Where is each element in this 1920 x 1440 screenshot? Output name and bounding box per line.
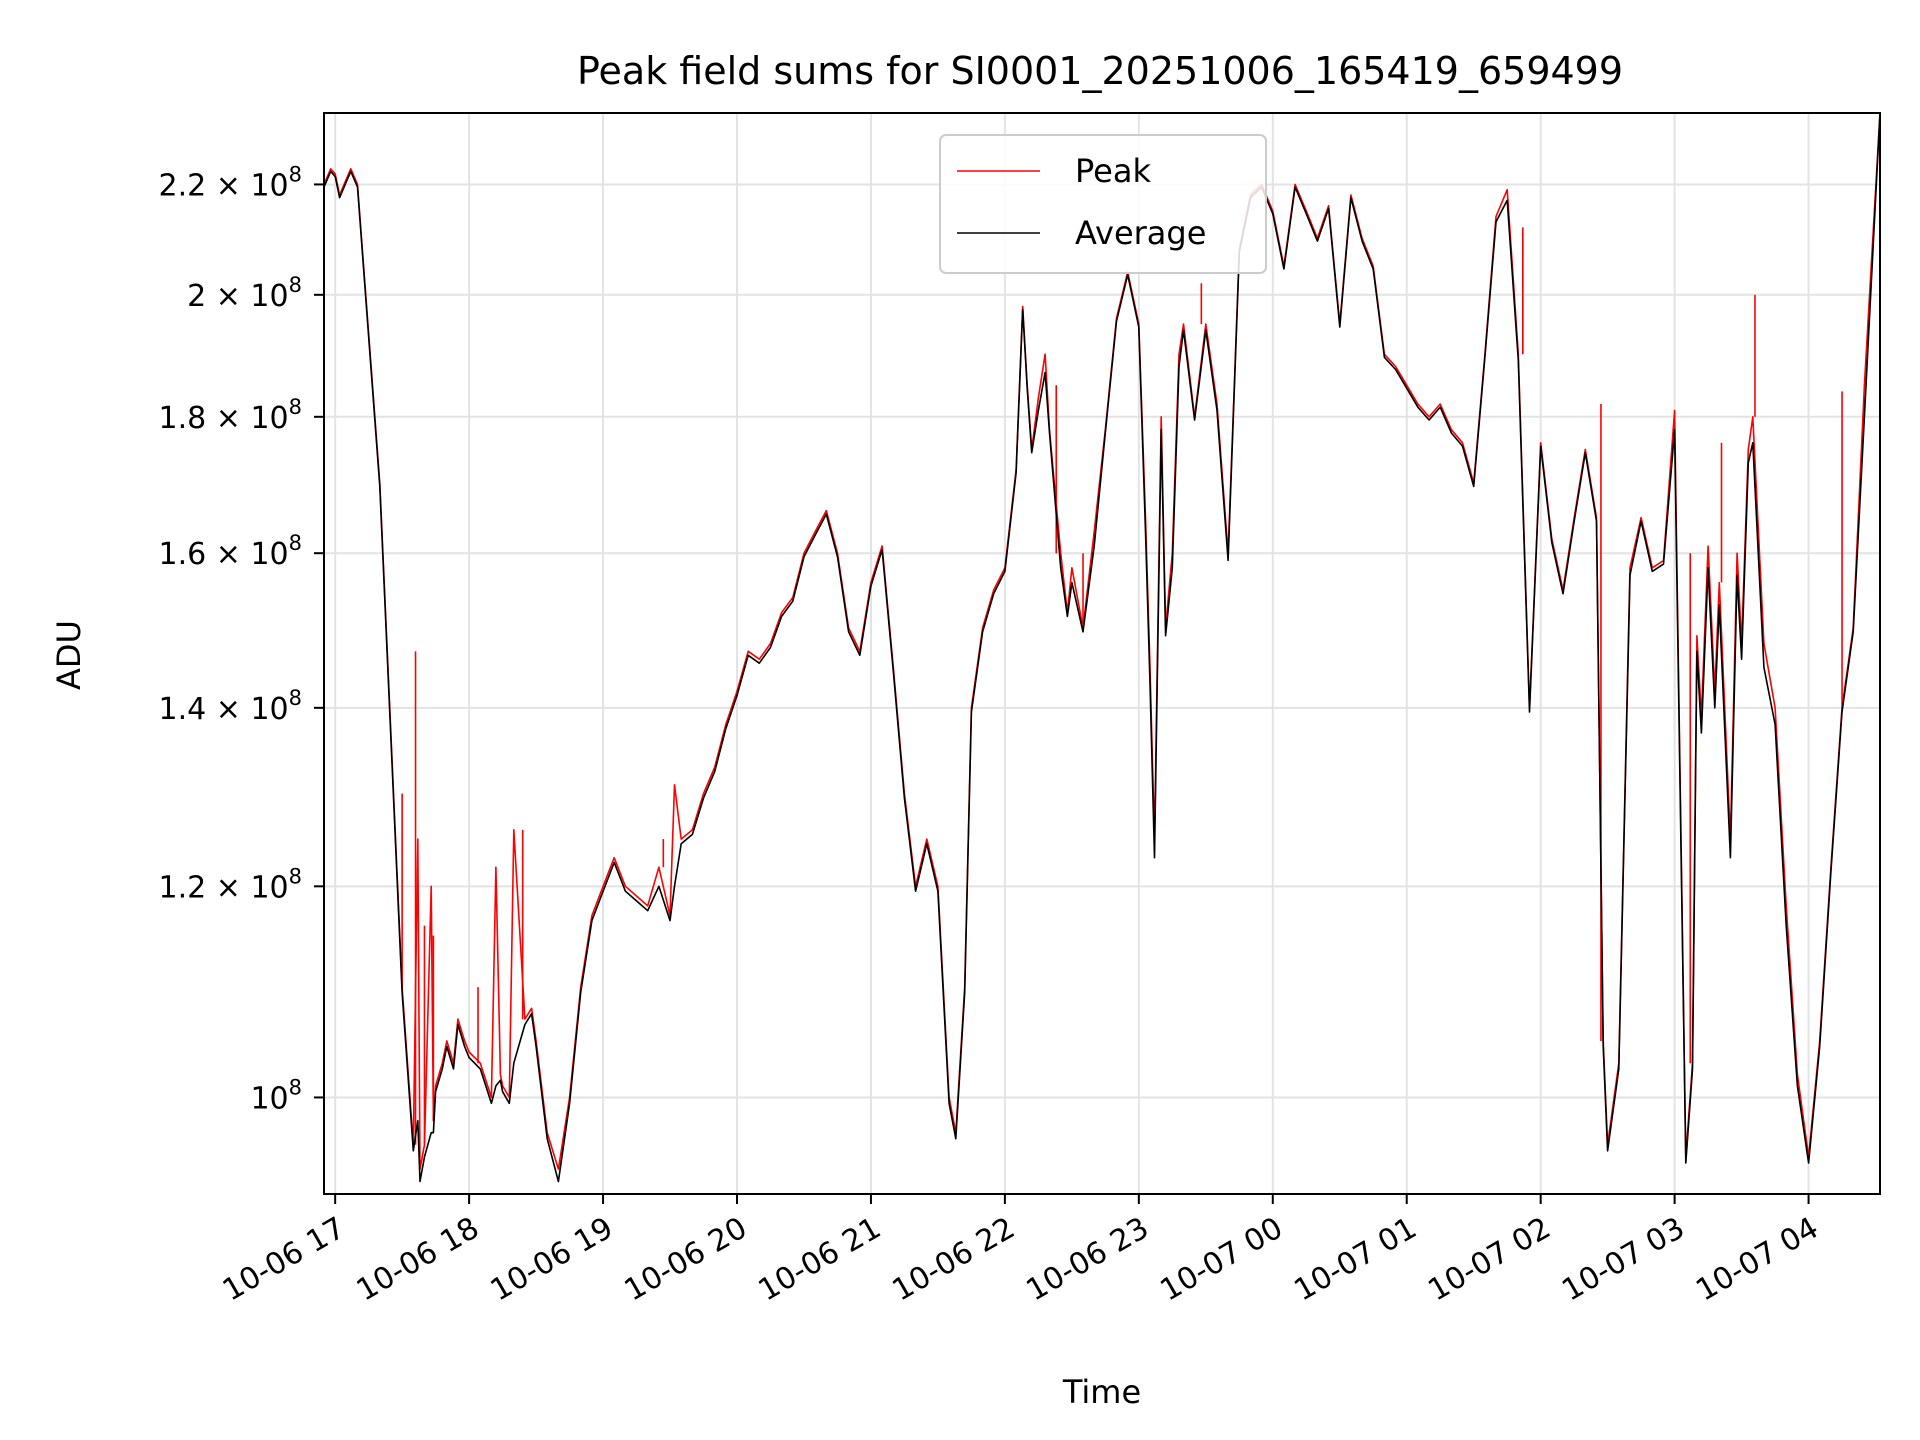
gridlines (324, 113, 1880, 1194)
plot-frame (323, 112, 1881, 1195)
y-tick-label: 2.2 × 108 (159, 162, 302, 203)
y-tick-label: 1.4 × 108 (159, 686, 302, 727)
legend-label-peak: Peak (1075, 152, 1151, 190)
y-tick-label: 2 × 108 (187, 273, 302, 314)
y-tick-label: 1.6 × 108 (159, 531, 302, 572)
y-tick-label: 1.8 × 108 (159, 395, 302, 436)
y-tick-label: 1.2 × 108 (159, 864, 302, 905)
series-layer (323, 112, 1881, 1183)
legend: Peak Average (939, 134, 1267, 274)
x-axis-label: Time (1062, 1373, 1141, 1411)
y-axis: 108 1.2 × 108 1.4 × 108 1.6 × 108 1.8 × 108 2… (159, 162, 324, 1116)
series-line-average (323, 112, 1881, 1183)
chart-title: Peak field sums for SI0001_20251006_1654… (577, 49, 1623, 93)
legend-box (939, 134, 1267, 274)
legend-label-average: Average (1075, 214, 1206, 252)
y-tick-label: 108 (250, 1075, 302, 1116)
y-axis-label: ADU (50, 620, 88, 690)
